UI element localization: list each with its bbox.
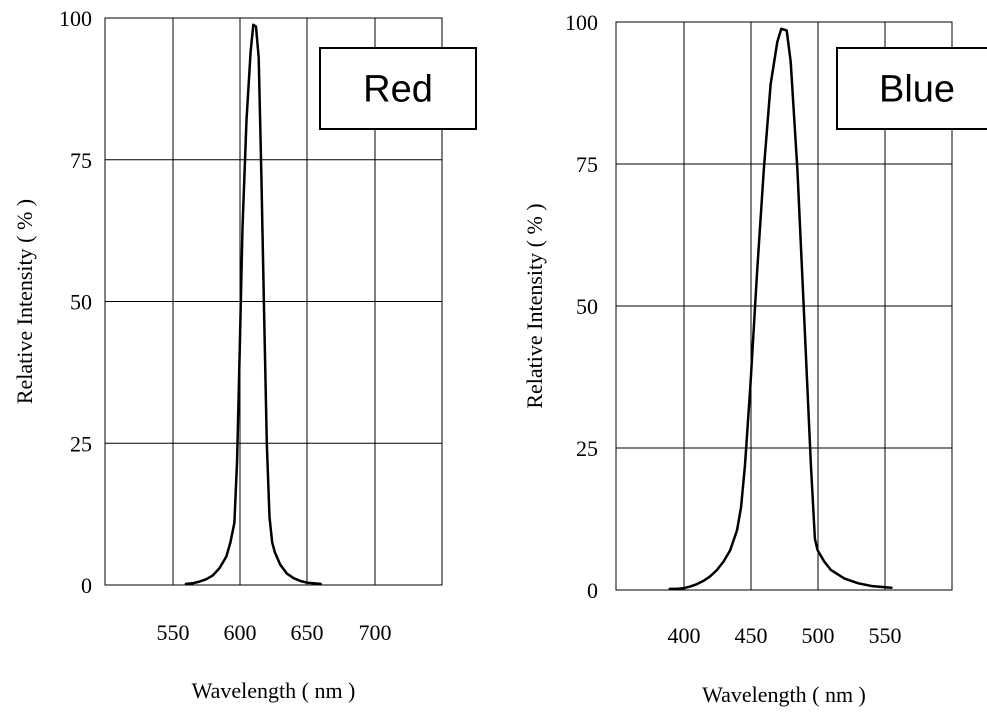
chart-red-panel: 0 25 50 75 100 550 600 650 700 Wavelength ( nm ) R… <box>12 6 477 703</box>
x-tick-label: 400 <box>668 623 701 648</box>
x-axis-title: Wavelength ( nm ) <box>192 678 356 703</box>
y-tick-label: 75 <box>70 148 92 173</box>
y-tick-label: 0 <box>81 573 92 598</box>
series-line <box>184 23 322 586</box>
y-tick-label: 50 <box>70 290 92 315</box>
x-tick-label: 500 <box>802 623 835 648</box>
chart-blue-panel: 0 25 50 75 100 400 450 500 550 Wavelength ( nm ) R… <box>522 10 987 707</box>
legend-box <box>836 47 987 130</box>
x-tick-label: 450 <box>735 623 768 648</box>
y-tick-label: 100 <box>565 10 598 35</box>
x-axis-title: Wavelength ( nm ) <box>702 682 866 707</box>
x-tick-label: 650 <box>291 620 324 645</box>
y-axis-title: Relative Intensity ( % ) <box>522 203 547 408</box>
x-tick-label: 550 <box>157 620 190 645</box>
series-line <box>668 27 893 591</box>
legend-label: Red <box>363 69 433 111</box>
x-tick-label: 700 <box>359 620 392 645</box>
y-tick-label: 25 <box>576 436 598 461</box>
y-tick-label: 75 <box>576 152 598 177</box>
x-tick-label: 600 <box>224 620 257 645</box>
y-tick-label: 50 <box>576 294 598 319</box>
y-tick-label: 25 <box>70 431 92 456</box>
y-axis-title: Relative Intensity ( % ) <box>12 199 37 404</box>
legend-box <box>319 47 477 130</box>
y-tick-label: 100 <box>59 6 92 31</box>
legend-label: Blue <box>879 69 955 111</box>
y-tick-label: 0 <box>587 578 598 603</box>
x-tick-label: 550 <box>869 623 902 648</box>
